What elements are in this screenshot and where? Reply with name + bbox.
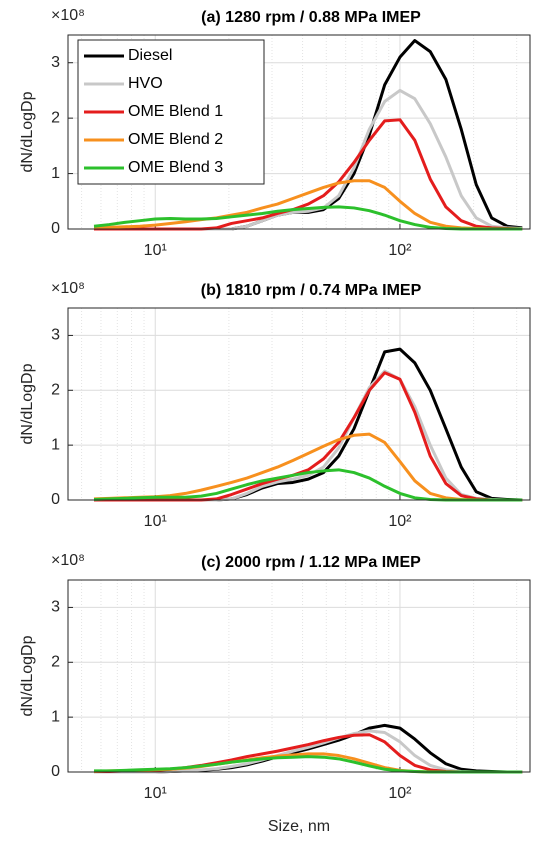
x-tick-label: 10¹	[144, 242, 167, 259]
y-axis-label: dN/dLogDp	[19, 363, 36, 444]
y-tick-label: 3	[51, 599, 60, 616]
y-tick-label: 2	[51, 382, 60, 399]
legend-label: Diesel	[128, 47, 172, 64]
axes-box	[67, 307, 531, 501]
legend-label: OME Blend 3	[128, 159, 223, 176]
legend-label: HVO	[128, 75, 163, 92]
x-tick-label: 10²	[388, 785, 412, 802]
y-tick-label: 1	[51, 165, 60, 182]
y-axis-label: dN/dLogDp	[19, 635, 36, 716]
y-tick-label: 0	[51, 491, 60, 508]
y-tick-label: 1	[51, 708, 60, 725]
legend-label: OME Blend 2	[128, 131, 223, 148]
y-tick-label: 0	[51, 220, 60, 237]
y-tick-label: 2	[51, 654, 60, 671]
chart-title: (b) 1810 rpm / 0.74 MPa IMEP	[201, 282, 422, 299]
y-axis-label: dN/dLogDp	[19, 91, 36, 172]
x-axis-label: Size, nm	[268, 818, 330, 835]
chart-title: (a) 1280 rpm / 0.88 MPa IMEP	[201, 9, 421, 26]
x-tick-label: 10²	[388, 242, 412, 259]
series-line	[93, 179, 523, 231]
subplot: 10¹ 10² 0 1 2 3 (b) 1810 rpm / 0.74 MPa IMEP ×1…	[19, 280, 531, 530]
legend-label: OME Blend 1	[128, 103, 223, 120]
x-tick-label: 10¹	[144, 785, 167, 802]
subplot: 10¹ 10² 0 1 2 3 (c) 2000 rpm / 1.12 MPa IMEP ×1…	[19, 552, 531, 835]
y-tick-label: 3	[51, 327, 60, 344]
x-tick-label: 10²	[388, 513, 412, 530]
y-tick-label: 0	[51, 763, 60, 780]
plot-area	[68, 580, 530, 772]
y-scale-label: ×10⁸	[51, 7, 85, 24]
subplot: 10¹ 10² 0 1 2 3 (a) 1280 rpm / 0.88 MPa IMEP ×1…	[19, 7, 531, 259]
y-tick-label: 2	[51, 109, 60, 126]
y-tick-label: 1	[51, 436, 60, 453]
chart-title: (c) 2000 rpm / 1.12 MPa IMEP	[201, 554, 421, 571]
axes-box	[67, 34, 531, 230]
plot-area	[68, 308, 530, 500]
y-scale-label: ×10⁸	[51, 552, 85, 569]
x-tick-label: 10¹	[144, 513, 167, 530]
y-scale-label: ×10⁸	[51, 280, 85, 297]
y-tick-label: 3	[51, 54, 60, 71]
axes-box	[67, 579, 531, 773]
